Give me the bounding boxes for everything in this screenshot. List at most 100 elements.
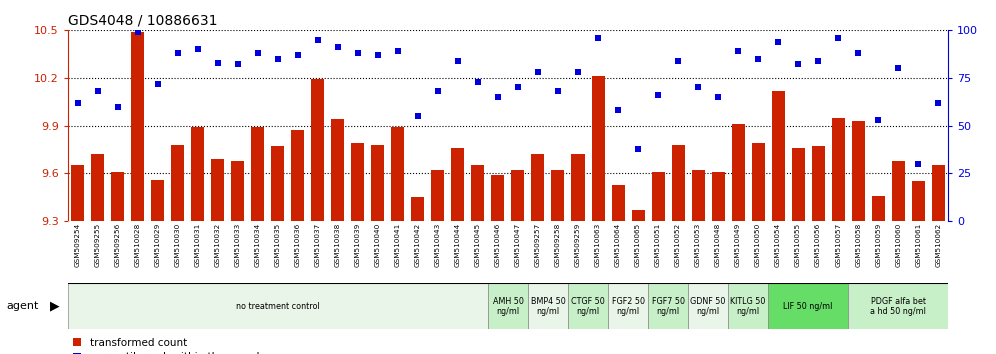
Text: GSM510030: GSM510030 [174, 223, 181, 267]
Text: GSM510058: GSM510058 [856, 223, 862, 267]
Legend: transformed count, percentile rank within the sample: transformed count, percentile rank withi… [73, 338, 266, 354]
Bar [648, 283, 688, 329]
Text: GSM510047: GSM510047 [515, 223, 521, 267]
Text: GSM510035: GSM510035 [275, 223, 281, 267]
Bar [451, 148, 464, 221]
Bar [691, 170, 704, 221]
Bar [552, 170, 565, 221]
Point [650, 92, 666, 98]
Text: GSM509255: GSM509255 [95, 223, 101, 267]
Text: GSM510039: GSM510039 [355, 223, 361, 267]
Text: GSM510034: GSM510034 [255, 223, 261, 267]
Text: GSM510054: GSM510054 [775, 223, 781, 267]
Point [810, 58, 826, 63]
Text: GSM510041: GSM510041 [394, 223, 401, 267]
Point [930, 100, 946, 105]
Bar [72, 165, 85, 221]
Text: GSM509254: GSM509254 [75, 223, 81, 267]
Text: GSM510050: GSM510050 [755, 223, 761, 267]
Bar [752, 143, 765, 221]
Point [450, 58, 466, 63]
Bar [131, 32, 144, 221]
Text: GSM510061: GSM510061 [915, 223, 921, 267]
Text: GDNF 50
ng/ml: GDNF 50 ng/ml [690, 297, 726, 316]
Point [851, 50, 867, 56]
Text: GSM510038: GSM510038 [335, 223, 341, 267]
Text: GSM509256: GSM509256 [115, 223, 121, 267]
Text: GSM510059: GSM510059 [875, 223, 881, 267]
Text: no treatment control: no treatment control [236, 302, 320, 311]
Text: PDGF alfa bet
a hd 50 ng/ml: PDGF alfa bet a hd 50 ng/ml [871, 297, 926, 316]
Bar [471, 165, 484, 221]
Text: BMP4 50
ng/ml: BMP4 50 ng/ml [531, 297, 566, 316]
Text: LIF 50 ng/ml: LIF 50 ng/ml [784, 302, 833, 311]
Text: GSM509259: GSM509259 [575, 223, 581, 267]
Text: GSM510032: GSM510032 [215, 223, 221, 267]
Point [790, 62, 806, 67]
Bar [832, 118, 845, 221]
Point [70, 100, 86, 105]
Bar [171, 145, 184, 221]
Bar [151, 180, 164, 221]
Point [710, 94, 726, 100]
Bar [728, 283, 768, 329]
Text: GSM510062: GSM510062 [935, 223, 941, 267]
Text: KITLG 50
ng/ml: KITLG 50 ng/ml [730, 297, 766, 316]
Bar [608, 283, 648, 329]
Text: agent: agent [6, 301, 39, 311]
Point [770, 39, 786, 44]
Point [530, 69, 546, 75]
Point [90, 88, 106, 94]
Text: GSM510065: GSM510065 [635, 223, 641, 267]
Bar [612, 184, 624, 221]
Bar [931, 165, 944, 221]
Point [110, 104, 125, 109]
Point [350, 50, 366, 56]
Point [330, 45, 346, 50]
Bar [391, 127, 404, 221]
Text: GSM510049: GSM510049 [735, 223, 741, 267]
Bar [911, 181, 924, 221]
Bar [792, 148, 805, 221]
Bar [812, 146, 825, 221]
Text: GSM510064: GSM510064 [615, 223, 622, 267]
Text: GSM510057: GSM510057 [835, 223, 842, 267]
Text: GDS4048 / 10886631: GDS4048 / 10886631 [68, 13, 217, 28]
Bar [651, 172, 664, 221]
Text: GSM510063: GSM510063 [595, 223, 601, 267]
Text: GSM510060: GSM510060 [895, 223, 901, 267]
Text: GSM510037: GSM510037 [315, 223, 321, 267]
Bar [872, 196, 884, 221]
Text: FGF2 50
ng/ml: FGF2 50 ng/ml [612, 297, 644, 316]
Bar [68, 283, 488, 329]
Bar [568, 283, 608, 329]
Bar [491, 175, 504, 221]
Point [430, 88, 446, 94]
Bar [332, 119, 345, 221]
Point [490, 94, 506, 100]
Bar [431, 170, 444, 221]
Bar [772, 91, 785, 221]
Point [750, 56, 766, 62]
Bar [488, 283, 528, 329]
Bar [211, 159, 224, 221]
Bar [191, 127, 204, 221]
Bar [631, 210, 644, 221]
Bar [688, 283, 728, 329]
Point [129, 29, 145, 35]
Point [169, 50, 185, 56]
Text: GSM510031: GSM510031 [195, 223, 201, 267]
Bar [592, 76, 605, 221]
Text: GSM510051: GSM510051 [655, 223, 661, 267]
Text: GSM510056: GSM510056 [815, 223, 821, 267]
Text: GSM510053: GSM510053 [695, 223, 701, 267]
Text: GSM510043: GSM510043 [435, 223, 441, 267]
Point [570, 69, 586, 75]
Point [550, 88, 566, 94]
Point [230, 62, 246, 67]
Bar [411, 198, 424, 221]
Point [470, 79, 486, 85]
Point [831, 35, 847, 41]
Bar [352, 143, 365, 221]
Text: GSM510028: GSM510028 [134, 223, 140, 267]
